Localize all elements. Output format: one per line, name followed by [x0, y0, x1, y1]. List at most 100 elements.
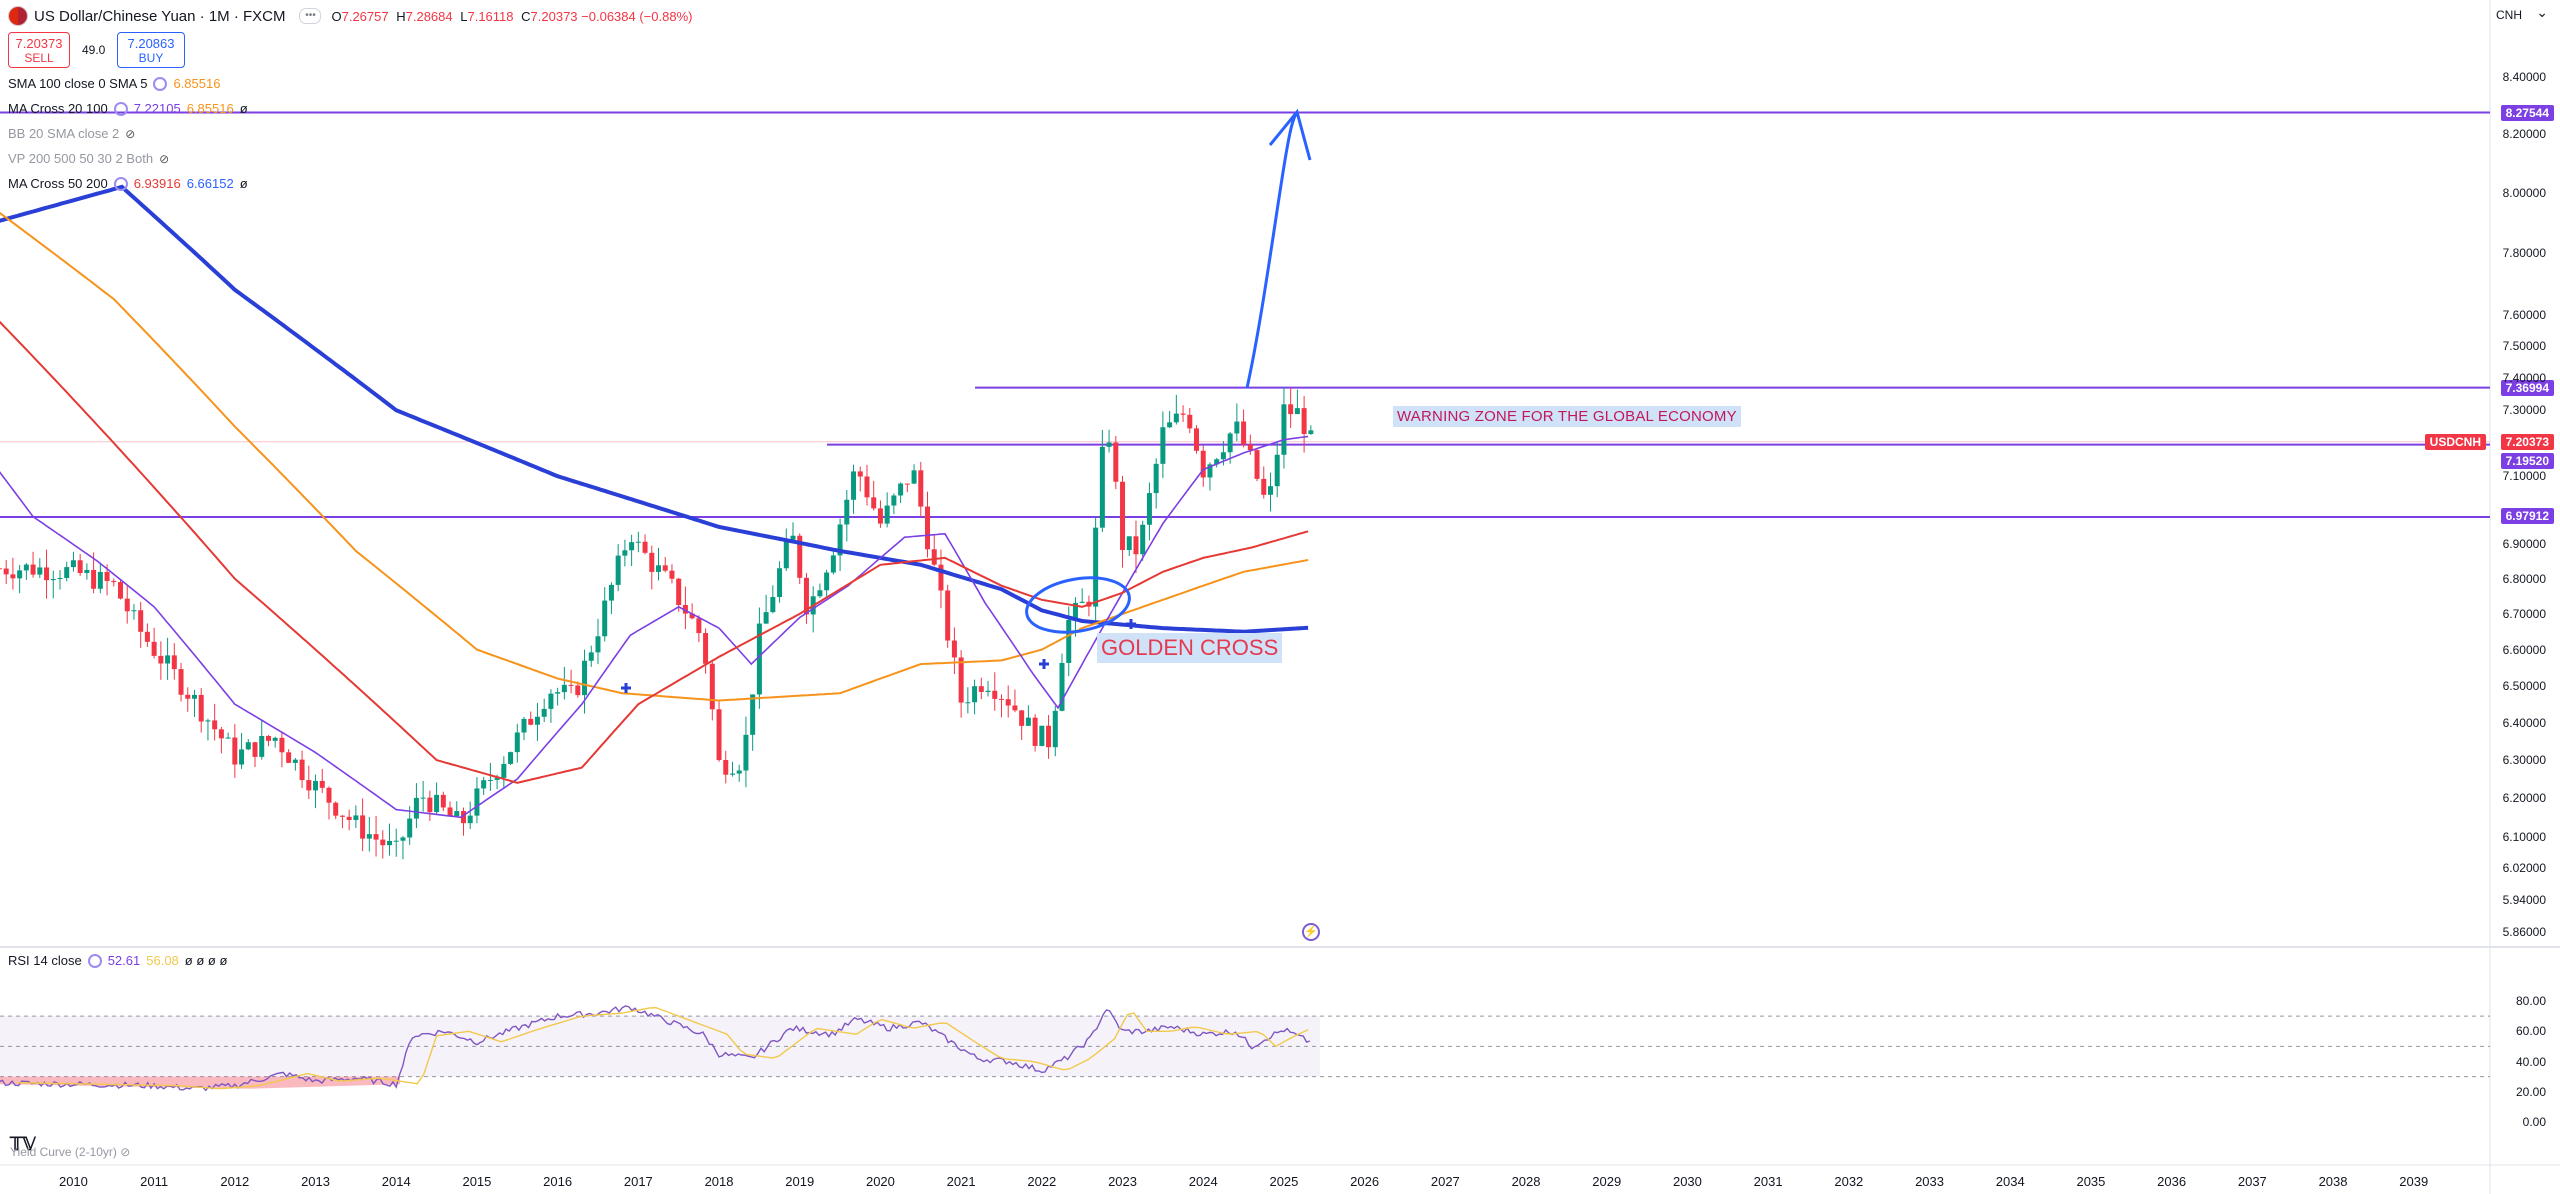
- symbol-title[interactable]: US Dollar/Chinese Yuan · 1M · FXCM: [34, 7, 286, 25]
- settings-icon[interactable]: [87, 953, 102, 968]
- candle-body: [676, 578, 682, 605]
- y-tick-label: 6.60000: [2502, 642, 2546, 657]
- candle-body: [615, 555, 621, 585]
- candle-body: [998, 698, 1004, 700]
- candle-body: [205, 720, 211, 722]
- candle-body: [985, 690, 991, 692]
- candle-body: [440, 794, 446, 808]
- y-tick-label: 8.00000: [2502, 185, 2546, 200]
- y-tick-label: 6.02000: [2502, 861, 2546, 876]
- y-tick-label: 6.10000: [2502, 829, 2546, 844]
- candle-body: [1126, 536, 1132, 551]
- yield-curve-label[interactable]: Yield Curve (2-10yr) ⊘: [10, 1145, 131, 1159]
- candle-body: [756, 623, 762, 695]
- cross-marker-icon: [1039, 659, 1049, 669]
- candle-body: [1012, 705, 1018, 711]
- x-tick-label: 2010: [58, 1174, 88, 1189]
- ma50-line: [0, 320, 1309, 784]
- indicator-bb[interactable]: BB 20 SMA close 2 ⊘: [8, 124, 135, 144]
- candle-body: [1019, 710, 1025, 726]
- candle-body: [703, 633, 709, 664]
- cross-marker-icon: [1126, 619, 1136, 629]
- more-options-icon[interactable]: •••: [299, 8, 322, 24]
- rsi-oversold-fill: [0, 1076, 400, 1089]
- x-tick-label: 2033: [1915, 1174, 1944, 1189]
- candle-body: [70, 560, 76, 568]
- candle-body: [682, 604, 688, 614]
- candle-body: [918, 470, 924, 507]
- rsi-tick-label: 20.00: [2515, 1084, 2546, 1099]
- candle-body: [218, 729, 224, 739]
- rsi-legend[interactable]: RSI 14 close 52.61 56.08 ø ø ø ø: [8, 953, 228, 968]
- candle-body: [898, 483, 904, 496]
- settings-icon[interactable]: [113, 102, 128, 116]
- candle-body: [514, 732, 520, 753]
- candle-body: [568, 684, 574, 686]
- candle-body: [1294, 408, 1300, 415]
- candle-body: [723, 760, 729, 775]
- candle-body: [447, 807, 453, 817]
- x-tick-label: 2032: [1834, 1174, 1864, 1189]
- candle-body: [286, 752, 292, 763]
- indicator-ma-cross-50-200[interactable]: MA Cross 50 200 6.93916 6.66152 ø: [8, 176, 248, 191]
- candle-body: [1005, 699, 1011, 706]
- x-tick-label: 2036: [2157, 1174, 2187, 1189]
- candle-body: [1220, 452, 1226, 460]
- buy-label: BUY: [138, 51, 164, 65]
- warning-zone-label[interactable]: WARNING ZONE FOR THE GLOBAL ECONOMY: [1393, 406, 1741, 427]
- sell-button[interactable]: 7.20373 SELL: [8, 32, 70, 68]
- lightning-icon[interactable]: ⚡: [1302, 923, 1320, 941]
- settings-icon[interactable]: [113, 177, 128, 191]
- indicator-ma-cross-20-100[interactable]: MA Cross 20 100 7.22105 6.85516 ø: [8, 101, 248, 116]
- candle-body: [17, 570, 23, 579]
- candle-body: [1072, 602, 1078, 620]
- candle-body: [252, 742, 258, 757]
- candle-body: [44, 567, 50, 581]
- x-tick-label: 2016: [543, 1174, 573, 1189]
- candle-body: [541, 708, 547, 717]
- candle-body: [198, 694, 204, 722]
- candle-body: [689, 613, 695, 619]
- candle-body: [851, 471, 857, 500]
- candle-body: [534, 716, 540, 725]
- symbol-tag: USDCNH: [2424, 434, 2486, 450]
- candle-body: [844, 499, 850, 525]
- sell-label: SELL: [24, 51, 54, 65]
- y-tick-label: 7.30000: [2502, 403, 2546, 418]
- chevron-down-icon[interactable]: ⌄: [2536, 4, 2548, 20]
- candle-body: [575, 685, 581, 696]
- eye-hidden-icon[interactable]: ⊘: [125, 127, 136, 141]
- candle-body: [1247, 444, 1253, 451]
- candle-body: [481, 780, 487, 789]
- x-tick-label: 2023: [1108, 1174, 1137, 1189]
- ma-line: [0, 435, 1309, 819]
- candle-body: [1288, 404, 1294, 415]
- candle-body: [1146, 493, 1152, 525]
- settings-icon[interactable]: [153, 77, 168, 91]
- indicator-sma100[interactable]: SMA 100 close 0 SMA 5 6.85516: [8, 76, 221, 91]
- y-tick-label: 8.40000: [2502, 70, 2546, 84]
- candle-body: [319, 780, 325, 788]
- rsi-tick-label: 0.00: [2522, 1115, 2546, 1129]
- golden-cross-label[interactable]: GOLDEN CROSS: [1097, 633, 1283, 663]
- candle-body: [1032, 717, 1038, 746]
- candle-body: [494, 777, 500, 780]
- candle-body: [313, 780, 319, 791]
- drawn-arrow: [1245, 111, 1299, 389]
- candle-body: [1093, 527, 1099, 607]
- candle-body: [743, 734, 749, 771]
- candle-body: [1167, 422, 1173, 428]
- candle-body: [642, 541, 648, 553]
- y-tick-label: 8.20000: [2502, 127, 2546, 142]
- indicator-vp[interactable]: VP 200 500 50 30 2 Both ⊘: [8, 149, 169, 169]
- eye-hidden-icon[interactable]: ⊘: [159, 152, 170, 166]
- currency-label[interactable]: CNH: [2496, 8, 2522, 22]
- y-tick-label: 5.94000: [2502, 892, 2546, 907]
- candle-body: [803, 577, 809, 615]
- candle-body: [420, 797, 426, 799]
- price-tag-upper: 7.36994: [2500, 380, 2554, 396]
- candle-body: [0, 568, 2, 570]
- buy-button[interactable]: 7.20863 BUY: [117, 32, 185, 68]
- x-tick-label: 2031: [1753, 1174, 1783, 1189]
